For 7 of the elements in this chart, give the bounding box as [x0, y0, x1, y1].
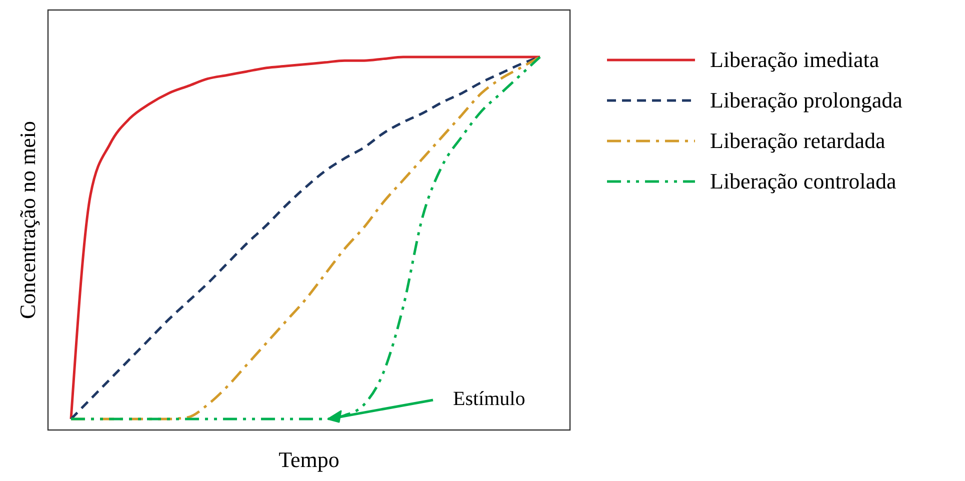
- legend-label: Liberação prolongada: [710, 88, 903, 112]
- y-axis-title: Concentração no meio: [15, 121, 40, 319]
- x-axis-title: Tempo: [278, 447, 340, 472]
- legend-label: Liberação controlada: [710, 168, 897, 194]
- annotation: Estímulo: [453, 388, 526, 410]
- legend-label: Liberação retardada: [710, 128, 886, 153]
- legend-label: Liberação imediata: [710, 47, 880, 72]
